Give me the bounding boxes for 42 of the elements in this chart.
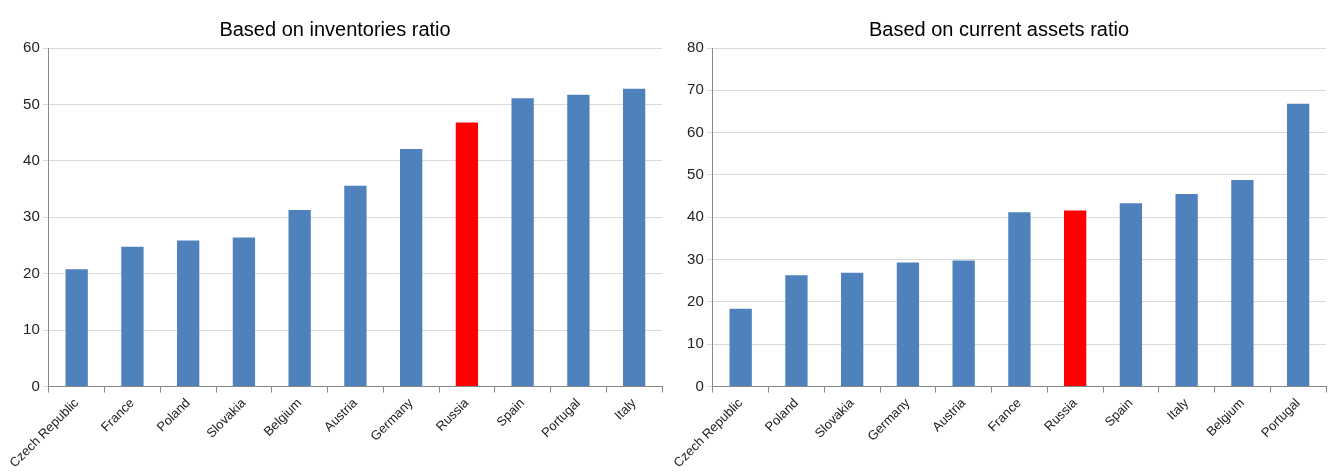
chart-title: Based on inventories ratio — [219, 17, 451, 40]
y-tick-label: 0 — [31, 376, 40, 394]
bar — [177, 240, 200, 387]
bar — [511, 98, 534, 387]
bar — [841, 272, 864, 387]
bar — [344, 185, 367, 387]
bar — [455, 122, 479, 387]
y-tick-label: 50 — [23, 94, 40, 112]
y-tick-label: 0 — [695, 376, 704, 394]
bar — [1286, 103, 1310, 387]
bar — [121, 246, 144, 387]
bar — [1175, 194, 1198, 387]
y-tick-label: 30 — [23, 207, 40, 225]
x-tick-label: Italy — [1163, 394, 1192, 423]
y-tick-label: 20 — [687, 292, 704, 310]
bar — [1008, 212, 1031, 387]
bar — [785, 275, 808, 387]
bar — [896, 262, 920, 387]
bar — [729, 308, 752, 387]
y-tick-label: 40 — [23, 151, 40, 168]
y-tick-label: 80 — [687, 38, 704, 56]
y-tick-label: 30 — [687, 249, 704, 267]
y-tick-label: 70 — [687, 80, 704, 98]
y-tick-label: 60 — [23, 38, 40, 56]
y-tick-label: 40 — [687, 207, 704, 225]
bar — [622, 88, 646, 387]
bar — [65, 269, 88, 387]
y-tick-label: 50 — [687, 165, 704, 183]
y-tick-label: 10 — [23, 320, 40, 338]
bar — [1119, 203, 1143, 387]
bar — [232, 237, 256, 387]
bar — [567, 94, 590, 387]
y-tick-label: 10 — [687, 334, 704, 352]
bar — [1064, 210, 1087, 387]
bar — [400, 149, 423, 387]
bar — [952, 260, 975, 387]
y-tick-label: 20 — [23, 263, 40, 281]
bar — [288, 209, 311, 387]
chart-title: Based on current assets ratio — [868, 17, 1130, 40]
bar — [1231, 180, 1254, 387]
y-tick-label: 60 — [687, 122, 704, 140]
x-tick-label: Italy — [611, 394, 640, 423]
